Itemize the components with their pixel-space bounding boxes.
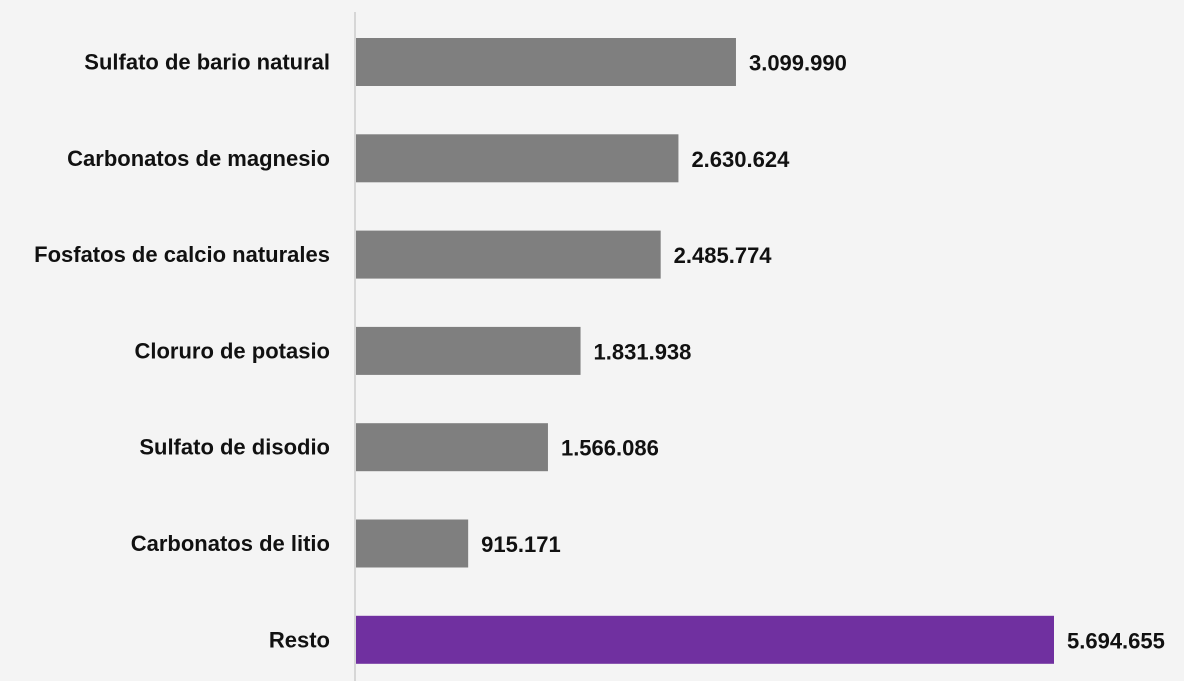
category-label-sulfato-de-disodio: Sulfato de disodio [139, 435, 330, 460]
value-label-sulfato-de-disodio: 1.566.086 [561, 436, 659, 461]
category-label-fosfatos-de-calcio-naturales: Fosfatos de calcio naturales [34, 242, 330, 267]
bar-carbonatos-de-magnesio [356, 134, 679, 183]
bar-sulfato-de-bario-natural [356, 38, 736, 86]
bar-cloruro-de-potasio [356, 326, 581, 375]
bar-fosfatos-de-calcio-naturales [356, 230, 661, 279]
category-label-resto: Resto [269, 627, 330, 652]
category-label-cloruro-de-potasio: Cloruro de potasio [134, 338, 330, 363]
value-label-carbonatos-de-litio: 915.171 [481, 532, 561, 557]
value-label-fosfatos-de-calcio-naturales: 2.485.774 [674, 243, 773, 268]
bar-sulfato-de-disodio [356, 423, 548, 472]
value-label-carbonatos-de-magnesio: 2.630.624 [691, 147, 790, 172]
category-label-carbonatos-de-magnesio: Carbonatos de magnesio [67, 146, 330, 171]
category-label-carbonatos-de-litio: Carbonatos de litio [131, 531, 330, 556]
value-label-resto: 5.694.655 [1067, 628, 1165, 653]
bar-resto [356, 615, 1054, 664]
category-label-sulfato-de-bario-natural: Sulfato de bario natural [84, 50, 330, 75]
value-labels-group: 3.099.990 2.630.624 2.485.774 1.831.938 1.56… [481, 51, 1165, 654]
bars-group [356, 38, 1054, 664]
bar-carbonatos-de-litio [356, 519, 469, 568]
category-labels-group: Sulfato de bario natural Carbonatos de ma… [34, 50, 330, 653]
value-label-cloruro-de-potasio: 1.831.938 [594, 339, 692, 364]
value-label-sulfato-de-bario-natural: 3.099.990 [749, 51, 847, 76]
